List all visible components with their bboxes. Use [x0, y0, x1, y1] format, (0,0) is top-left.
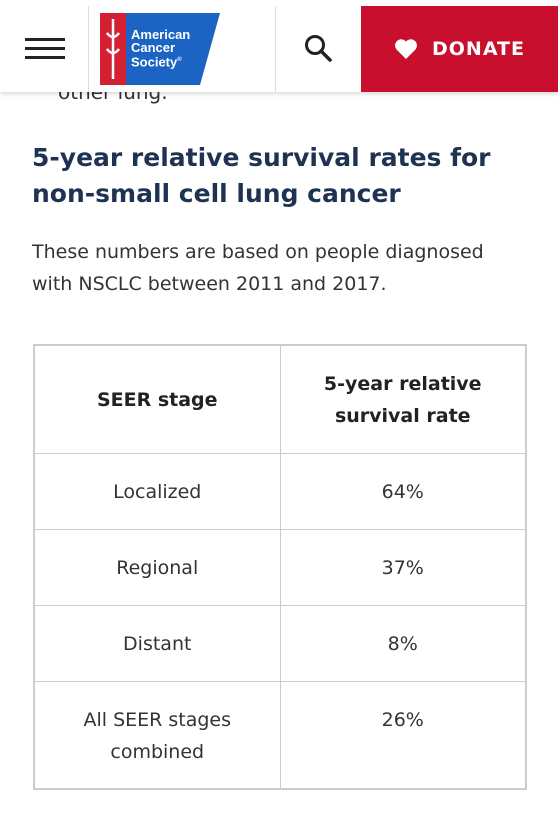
heart-icon: [395, 39, 417, 59]
stage-cell: Distant: [33, 605, 281, 682]
logo[interactable]: [100, 13, 220, 85]
section-title: 5-year relative survival rates for non-s…: [32, 143, 491, 208]
row: All SEER stages combined 26%: [33, 681, 527, 789]
stage-cell: All SEER stages combined: [33, 681, 281, 789]
row: Regional 37%: [33, 529, 527, 606]
logo-line: Cancer: [131, 40, 176, 55]
divider: [88, 6, 89, 92]
rate-cell: 8%: [279, 605, 527, 682]
logo-line: Society: [131, 54, 178, 70]
header-cell: SEER stage: [33, 344, 281, 454]
menu-button[interactable]: [25, 38, 65, 60]
logo-mark: ®: [177, 57, 182, 63]
donate-label: DONATE: [432, 38, 525, 60]
logo-line: American: [131, 27, 191, 42]
header-cell: 5-year relative survival rate: [279, 344, 527, 454]
intro-text: These numbers are based on people diagno…: [32, 241, 484, 295]
survival-table: SEER stage 5-year relative survival rate…: [33, 344, 527, 790]
stage-cell: Regional: [33, 529, 281, 606]
rate-cell: 64%: [279, 453, 527, 530]
logo-text: American Cancer Society®: [131, 28, 190, 68]
search-button[interactable]: [304, 34, 332, 62]
row: Distant 8%: [33, 605, 527, 682]
rate-cell: 26%: [279, 681, 527, 789]
header-row: SEER stage 5-year relative survival rate: [33, 344, 527, 454]
rate-cell: 37%: [279, 529, 527, 606]
row: Localized 64%: [33, 453, 527, 530]
donate-button[interactable]: DONATE: [361, 6, 558, 92]
stage-cell: Localized: [33, 453, 281, 530]
divider: [275, 6, 276, 92]
site-header: American Cancer Society® DONATE: [0, 0, 558, 92]
